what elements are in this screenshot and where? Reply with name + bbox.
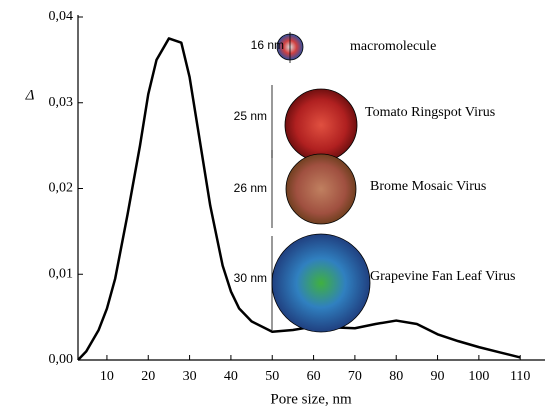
size-label: 16 nm [251,38,284,52]
x-tick-label: 90 [431,369,445,384]
x-tick-label: 110 [510,369,530,384]
data-line [77,37,521,361]
size-label: 25 nm [234,109,267,123]
x-tick-label: 50 [265,369,279,384]
virus-image [271,233,371,333]
size-label: 26 nm [234,181,267,195]
size-label: 30 nm [234,271,267,285]
x-tick-label: 80 [389,369,403,384]
x-axis-title: Pore size, nm [270,391,352,407]
x-tick-label: 70 [348,369,362,384]
x-tick-label: 100 [468,369,489,384]
virus-name: Grapevine Fan Leaf Virus [370,269,515,284]
x-tick-label: 20 [141,369,155,384]
x-tick-label: 10 [100,369,114,384]
y-tick-label: 0,03 [49,95,74,110]
y-tick-label: 0,04 [49,9,74,24]
y-axis-title: Δ [25,87,35,103]
y-tick-label: 0,02 [49,181,74,196]
insets [271,32,371,333]
virus-image [285,153,357,225]
virus-name: macromolecule [350,39,436,54]
virus-name: Brome Mosaic Virus [370,179,486,194]
y-tick-label: 0,00 [49,352,74,367]
x-tick-label: 30 [183,369,197,384]
x-tick-label: 40 [224,369,238,384]
axes: 0,00 0,01 0,02 0,03 0,04 10 20 30 40 50 60 70 80 90 10… [49,9,545,384]
virus-image [284,88,358,162]
virus-name: Tomato Ringspot Virus [365,105,495,120]
x-tick-label: 60 [307,369,321,384]
y-tick-label: 0,01 [49,266,74,281]
